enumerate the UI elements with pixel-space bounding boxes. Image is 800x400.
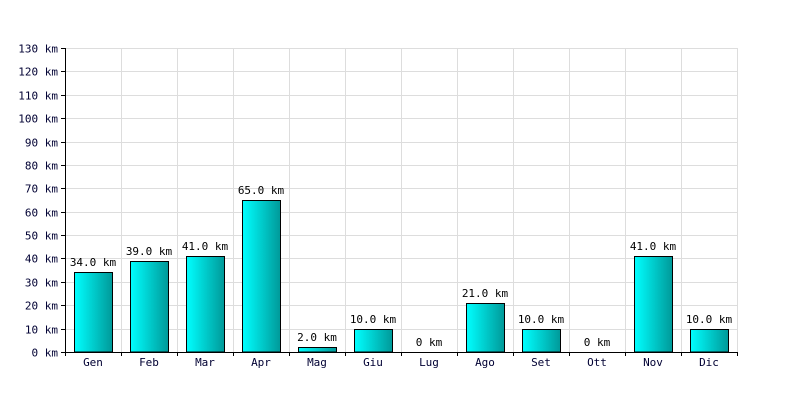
y-tick-label: 50 km xyxy=(25,230,58,243)
x-tick-label-mag: Mag xyxy=(307,356,327,369)
y-tick-label: 110 km xyxy=(18,90,58,103)
x-tick-label-lug: Lug xyxy=(419,356,439,369)
data-label-nov: 41.0 km xyxy=(630,240,677,253)
data-label-ago: 21.0 km xyxy=(462,287,509,300)
x-tick-label-ago: Ago xyxy=(475,356,495,369)
bar-gen xyxy=(74,272,113,353)
bar-mar xyxy=(186,256,225,353)
data-label-mag: 2.0 km xyxy=(297,331,337,344)
bar-dic xyxy=(690,329,729,353)
y-tick-label: 130 km xyxy=(18,43,58,56)
bars xyxy=(74,200,729,353)
y-tick-label: 90 km xyxy=(25,137,58,150)
x-tick-label-apr: Apr xyxy=(251,356,271,369)
data-label-dic: 10.0 km xyxy=(686,313,733,326)
x-tick-label-ott: Ott xyxy=(587,356,607,369)
x-tick-label-giu: Giu xyxy=(363,356,383,369)
x-axis-ticks: Gen Feb Mar Apr Mag Giu Lug Ago Set Ott Nov Dic xyxy=(65,352,738,369)
y-axis-ticks: 0 km 10 km 20 km 30 km 40 km 50 km 60 km 70 km 8… xyxy=(18,43,65,360)
bar-feb xyxy=(130,261,169,353)
y-tick-label: 120 km xyxy=(18,66,58,79)
bar-apr xyxy=(242,200,281,353)
grid-lines xyxy=(65,48,738,353)
bar-mag xyxy=(298,347,337,353)
bar-giu xyxy=(354,329,393,353)
x-tick-label-set: Set xyxy=(531,356,551,369)
data-label-lug: 0 km xyxy=(416,336,443,349)
data-label-giu: 10.0 km xyxy=(350,313,397,326)
y-tick-label: 20 km xyxy=(25,300,58,313)
axes xyxy=(61,48,737,356)
bar-ago xyxy=(466,303,505,353)
x-tick-label-gen: Gen xyxy=(83,356,103,369)
x-tick-label-nov: Nov xyxy=(643,356,663,369)
y-tick-label: 10 km xyxy=(25,324,58,337)
data-label-ott: 0 km xyxy=(584,336,611,349)
x-tick-label-mar: Mar xyxy=(195,356,215,369)
y-tick-label: 80 km xyxy=(25,160,58,173)
data-label-apr: 65.0 km xyxy=(238,184,285,197)
y-tick-label: 0 km xyxy=(32,347,59,360)
data-label-mar: 41.0 km xyxy=(182,240,229,253)
x-tick-label-dic: Dic xyxy=(699,356,719,369)
data-label-set: 10.0 km xyxy=(518,313,565,326)
x-tick-label-feb: Feb xyxy=(139,356,159,369)
data-label-gen: 34.0 km xyxy=(70,256,117,269)
y-tick-label: 70 km xyxy=(25,183,58,196)
y-tick-label: 100 km xyxy=(18,113,58,126)
data-label-feb: 39.0 km xyxy=(126,245,173,258)
y-tick-label: 30 km xyxy=(25,277,58,290)
data-labels: 34.0 km 39.0 km 41.0 km 65.0 km 2.0 km 10.0 k… xyxy=(70,184,733,349)
bar-set xyxy=(522,329,561,353)
y-tick-label: 40 km xyxy=(25,253,58,266)
bar-nov xyxy=(634,256,673,353)
y-tick-label: 60 km xyxy=(25,207,58,220)
